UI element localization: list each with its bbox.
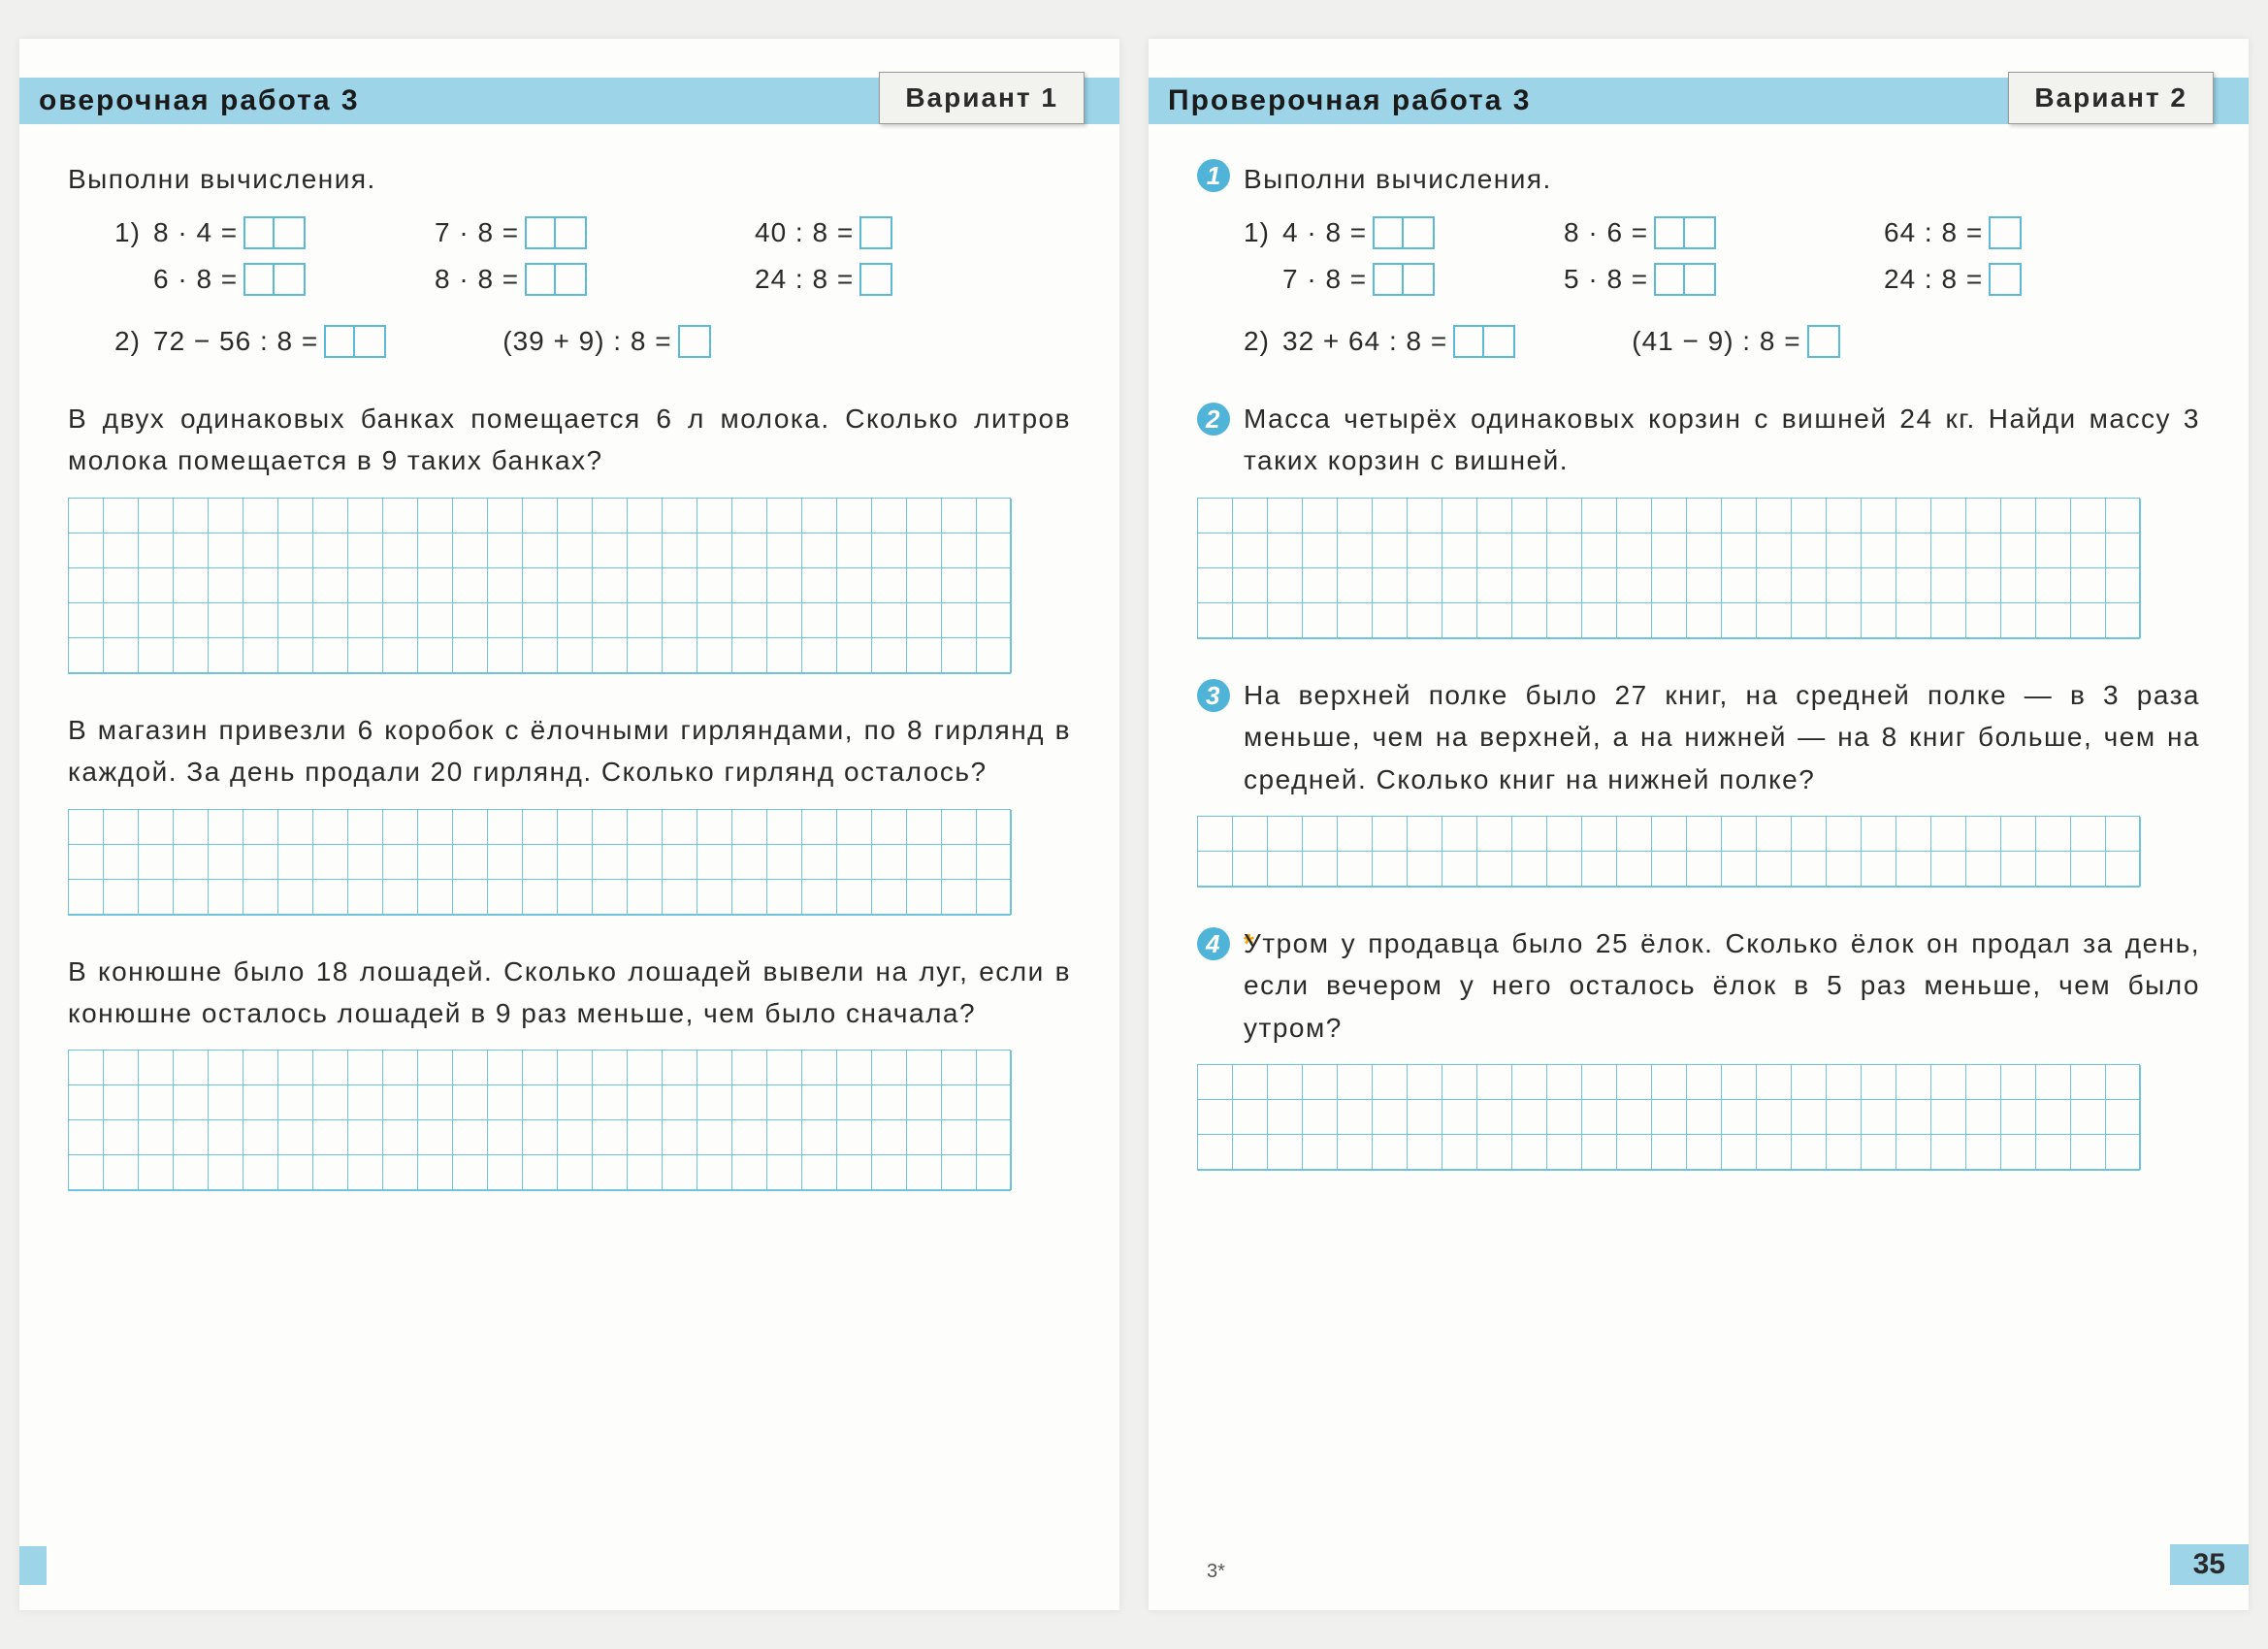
problem-3-right: 3 На верхней полке было 27 книг, на сред… — [1197, 674, 2200, 800]
calc-block-right: 1)4 · 8 = 7 · 8 = 8 · 6 = 5 · 8 = 64 : 8… — [1244, 213, 2200, 369]
problem-3-text: На верхней полке было 27 книг, на средне… — [1244, 674, 2200, 800]
expr: 4 · 8 = — [1282, 217, 1367, 248]
expr: 72 − 56 : 8 = — [153, 326, 318, 357]
header-title-right: Проверочная работа 3 — [1168, 84, 1531, 117]
expr: 5 · 8 = — [1564, 264, 1648, 295]
expr: 24 : 8 = — [1884, 264, 1983, 295]
page-number: 35 — [2170, 1544, 2249, 1585]
header-title-left: оверочная работа 3 — [39, 84, 360, 117]
list-number: 1) — [1244, 217, 1282, 248]
work-grid[interactable] — [68, 498, 1011, 674]
problem-2-right: 2 Масса четырёх одинаковых корзин с вишн… — [1197, 398, 2200, 482]
problem-2-text: Масса четырёх одинаковых корзин с вишней… — [1244, 398, 2200, 482]
header-bar-right: Проверочная работа 3 Вариант 2 — [1149, 78, 2249, 124]
expr: 6 · 8 = — [153, 264, 238, 295]
answer-box[interactable] — [1373, 216, 1435, 249]
answer-box[interactable] — [1807, 325, 1840, 358]
answer-box[interactable] — [1989, 263, 2022, 296]
work-grid[interactable] — [68, 1050, 1011, 1191]
answer-box[interactable] — [243, 263, 306, 296]
expr: 32 + 64 : 8 = — [1282, 326, 1447, 357]
problem-4-left: В конюшне было 18 лошадей. Сколько лошад… — [68, 951, 1071, 1035]
answer-box[interactable] — [1453, 325, 1515, 358]
expr: 40 : 8 = — [755, 217, 854, 248]
answer-box[interactable] — [1654, 216, 1716, 249]
answer-box[interactable] — [859, 216, 892, 249]
answer-box[interactable] — [525, 216, 587, 249]
expr: 8 · 8 = — [435, 264, 519, 295]
list-number: 2) — [1244, 326, 1282, 357]
task1-left: Выполни вычисления. 1)8 · 4 = 6 · 8 = 7 … — [68, 159, 1071, 369]
header-bar-left: оверочная работа 3 Вариант 1 — [19, 78, 1119, 124]
expr: 7 · 8 = — [1282, 264, 1367, 295]
bullet-1: 1 — [1197, 159, 1230, 192]
work-grid[interactable] — [1197, 816, 2140, 888]
task1-label-left: Выполни вычисления. — [68, 159, 1071, 200]
calc-block-left: 1)8 · 4 = 6 · 8 = 7 · 8 = 8 · 8 = 40 : 8… — [114, 213, 1071, 369]
footer-mark: 3* — [1207, 1561, 1225, 1583]
work-grid[interactable] — [1197, 1064, 2140, 1171]
page-tab-left — [19, 1546, 47, 1585]
expr: 24 : 8 = — [755, 264, 854, 295]
task1-right: 1 Выполни вычисления. 1)4 · 8 = 7 · 8 = … — [1197, 159, 2200, 369]
expr: 8 · 4 = — [153, 217, 238, 248]
expr: (41 − 9) : 8 = — [1632, 326, 1800, 357]
answer-box[interactable] — [1989, 216, 2022, 249]
variant-box-left: Вариант 1 — [879, 72, 1085, 124]
page-right: Проверочная работа 3 Вариант 2 1 Выполни… — [1149, 39, 2249, 1610]
problem-4-text: Утром у продавца было 25 ёлок. Сколько ё… — [1244, 922, 2200, 1049]
work-grid[interactable] — [1197, 498, 2140, 639]
answer-box[interactable] — [525, 263, 587, 296]
expr: 8 · 6 = — [1564, 217, 1648, 248]
bullet-4: 4 — [1197, 927, 1230, 960]
bullet-3: 3 — [1197, 679, 1230, 712]
expr: 7 · 8 = — [435, 217, 519, 248]
expr: (39 + 9) : 8 = — [502, 326, 671, 357]
answer-box[interactable] — [324, 325, 386, 358]
expr: 64 : 8 = — [1884, 217, 1983, 248]
variant-box-right: Вариант 2 — [2008, 72, 2214, 124]
answer-box[interactable] — [1373, 263, 1435, 296]
task1-label-right: Выполни вычисления. — [1244, 159, 1552, 200]
page-left: оверочная работа 3 Вариант 1 Выполни выч… — [19, 39, 1119, 1610]
list-number: 1) — [114, 217, 153, 248]
answer-box[interactable] — [859, 263, 892, 296]
problem-3-left: В магазин привезли 6 коробок с ёлочными … — [68, 709, 1071, 793]
problem-4-right: 4* Утром у продавца было 25 ёлок. Скольк… — [1197, 922, 2200, 1049]
problem-2-left: В двух одинаковых банках помещается 6 л … — [68, 398, 1071, 482]
work-grid[interactable] — [68, 809, 1011, 916]
list-number: 2) — [114, 326, 153, 357]
answer-box[interactable] — [243, 216, 306, 249]
bullet-2: 2 — [1197, 403, 1230, 436]
answer-box[interactable] — [1654, 263, 1716, 296]
answer-box[interactable] — [678, 325, 711, 358]
